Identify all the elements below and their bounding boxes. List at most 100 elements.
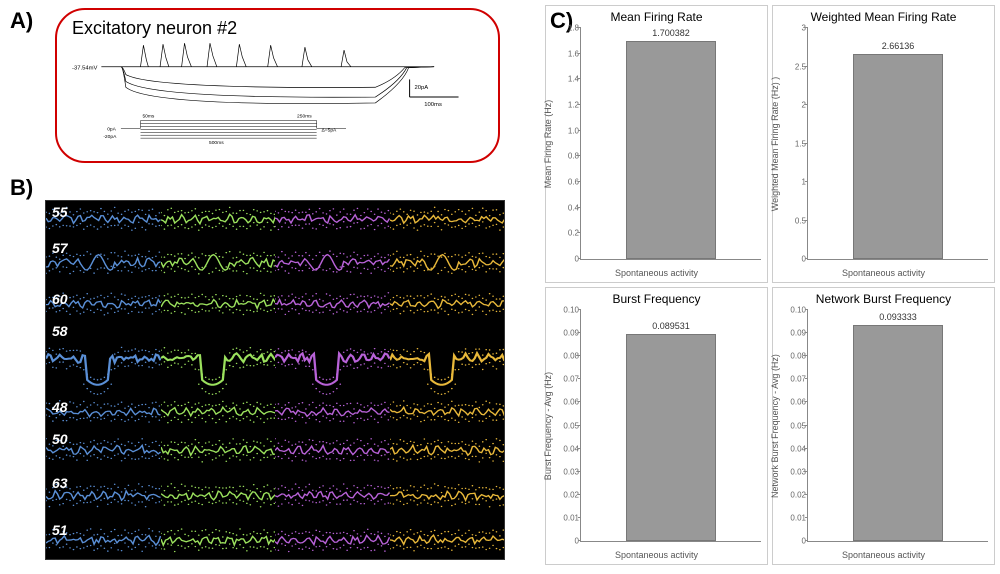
waveform-segment [390, 519, 505, 560]
bar-chart: Burst FrequencyBurst Frequency - Avg (Hz… [545, 287, 768, 565]
y-tick: 0.06 [782, 398, 806, 407]
y-tick: 0.02 [555, 490, 579, 499]
mea-row-label: 48 [52, 399, 68, 415]
mea-row: 50 [46, 428, 504, 472]
waveform-segment [390, 428, 505, 472]
y-tick: 2.5 [782, 62, 806, 71]
y-tick: 0.05 [555, 421, 579, 430]
waveform-segment [161, 472, 276, 519]
chart-title: Burst Frequency [550, 292, 763, 306]
y-tick: 1.2 [555, 101, 579, 110]
bar-chart: Weighted Mean Firing RateWeighted Mean F… [772, 5, 995, 283]
baseline-label: -37.54mV [72, 66, 97, 72]
waveform-segment [161, 237, 276, 288]
mea-row: 51 [46, 519, 504, 560]
svg-text:250ms: 250ms [297, 114, 312, 120]
chart-title: Network Burst Frequency [777, 292, 990, 306]
mea-row-label: 51 [52, 522, 68, 538]
mea-row: 57 [46, 237, 504, 288]
patch-clamp-trace: -37.54mV 20pA 100ms [72, 39, 483, 159]
waveform-segment [390, 237, 505, 288]
svg-text:50ms: 50ms [142, 114, 154, 120]
y-tick: 0.8 [555, 152, 579, 161]
mea-row: 55 [46, 201, 504, 237]
bar-chart: Network Burst FrequencyNetwork Burst Fre… [772, 287, 995, 565]
waveform-segment [390, 320, 505, 396]
waveform-segment [161, 201, 276, 237]
y-tick: 0.01 [782, 513, 806, 522]
y-tick: 0.2 [555, 229, 579, 238]
chart-plot-area: 00.010.020.030.040.050.060.070.080.090.1… [807, 310, 988, 542]
waveform-segment [161, 396, 276, 428]
waveform-segment [161, 428, 276, 472]
panel-a-title: Excitatory neuron #2 [72, 18, 483, 39]
mea-row-label: 60 [52, 291, 68, 307]
panel-a: Excitatory neuron #2 -37.54mV 20pA [55, 8, 500, 163]
y-tick: 0.07 [555, 375, 579, 384]
svg-text:Δ=5pA: Δ=5pA [322, 127, 338, 133]
y-tick: 1.4 [555, 75, 579, 84]
bar-value-label: 2.66136 [854, 41, 942, 51]
y-tick: 3 [782, 24, 806, 33]
y-tick: 0.09 [555, 329, 579, 338]
chart-title: Mean Firing Rate [550, 10, 763, 24]
y-tick: 0.05 [782, 421, 806, 430]
mea-row-label: 63 [52, 475, 68, 491]
bar-value-label: 1.700382 [627, 28, 715, 38]
bar-value-label: 0.093333 [854, 312, 942, 322]
y-tick: 0.08 [782, 352, 806, 361]
bar-chart: Mean Firing RateMean Firing Rate (Hz)00.… [545, 5, 768, 283]
y-tick: 1.8 [555, 24, 579, 33]
x-category-label: Spontaneous activity [773, 268, 994, 278]
waveform-segment [390, 288, 505, 320]
y-tick: 0 [782, 537, 806, 546]
waveform-segment [275, 472, 390, 519]
panel-label-b: B) [10, 175, 33, 201]
x-category-label: Spontaneous activity [546, 550, 767, 560]
waveform-segment [275, 428, 390, 472]
bar: 2.66136 [853, 54, 943, 259]
bar: 0.089531 [626, 334, 716, 541]
panel-c: Mean Firing RateMean Firing Rate (Hz)00.… [545, 5, 995, 565]
x-category-label: Spontaneous activity [546, 268, 767, 278]
mea-row: 48 [46, 396, 504, 428]
waveform-segment [161, 288, 276, 320]
y-tick: 1.5 [782, 139, 806, 148]
y-tick: 0.01 [555, 513, 579, 522]
svg-text:500ms: 500ms [209, 140, 224, 146]
y-tick: 0.10 [555, 306, 579, 315]
waveform-segment [390, 201, 505, 237]
waveform-segment [161, 519, 276, 560]
waveform-segment [275, 288, 390, 320]
y-tick: 0.03 [782, 467, 806, 476]
y-tick: 0.4 [555, 203, 579, 212]
y-tick: 1 [782, 178, 806, 187]
y-tick: 0 [555, 537, 579, 546]
y-tick: 0.03 [555, 467, 579, 476]
y-tick: 0.08 [555, 352, 579, 361]
y-tick: 0.02 [782, 490, 806, 499]
bar: 0.093333 [853, 325, 943, 541]
x-category-label: Spontaneous activity [773, 550, 994, 560]
mea-row: 60 [46, 288, 504, 320]
waveform-segment [275, 396, 390, 428]
chart-plot-area: 00.010.020.030.040.050.060.070.080.090.1… [580, 310, 761, 542]
y-tick: 0 [782, 255, 806, 264]
waveform-segment [275, 519, 390, 560]
chart-plot-area: 00.511.522.532.66136 [807, 28, 988, 260]
bar: 1.700382 [626, 41, 716, 259]
y-tick: 0.10 [782, 306, 806, 315]
chart-title: Weighted Mean Firing Rate [777, 10, 990, 24]
y-tick: 0.06 [555, 398, 579, 407]
panel-label-a: A) [10, 8, 33, 34]
mea-row-label: 58 [52, 323, 68, 339]
mea-row: 58 [46, 320, 504, 396]
waveform-segment [390, 472, 505, 519]
y-tick: 0 [555, 255, 579, 264]
waveform-segment [275, 320, 390, 396]
y-tick: 0.04 [782, 444, 806, 453]
y-tick: 1.6 [555, 49, 579, 58]
panel-b: 55 57 60 58 48 50 63 51 [45, 200, 505, 560]
mea-row-label: 55 [52, 204, 68, 220]
y-tick: 0.07 [782, 375, 806, 384]
